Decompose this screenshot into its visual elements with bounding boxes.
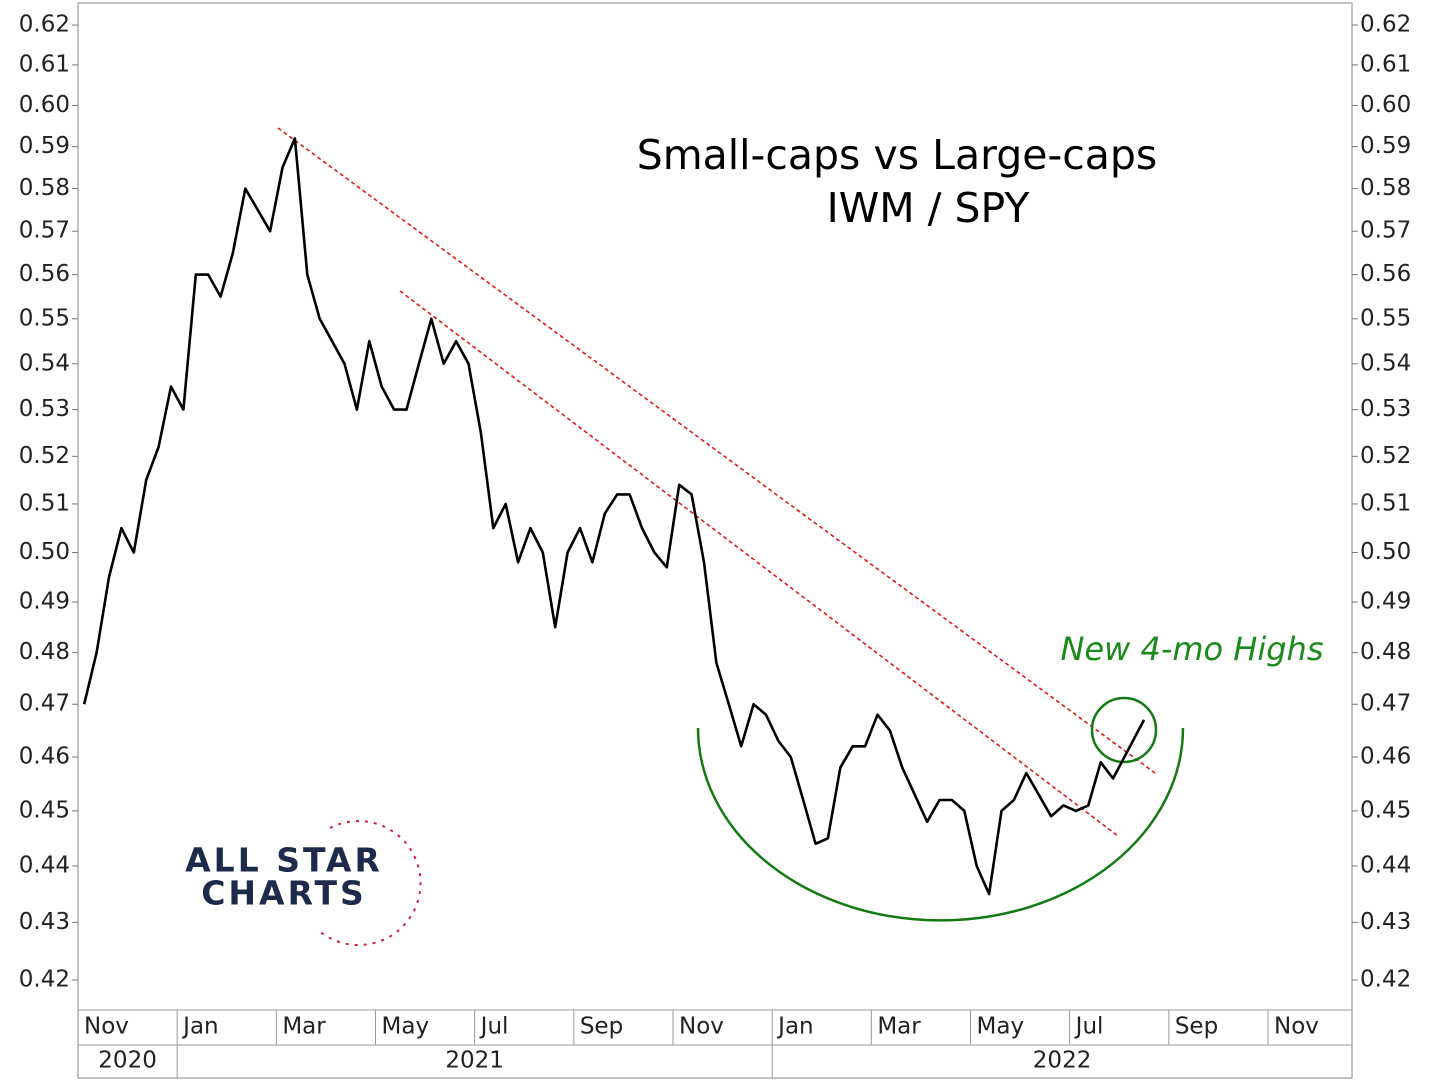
y-tick-label: 0.55 (19, 305, 70, 331)
y-tick-label: 0.53 (19, 396, 70, 422)
y-tick-label: 0.46 (19, 743, 70, 769)
y-tick-label: 0.58 (19, 175, 70, 201)
y-tick-label: 0.55 (1360, 305, 1411, 331)
y-tick-label: 0.42 (1360, 967, 1411, 993)
y-tick-label: 0.43 (19, 909, 70, 935)
y-tick-label: 0.54 (1360, 350, 1411, 376)
x-tick-label: Nov (679, 1014, 724, 1040)
y-tick-label: 0.52 (1360, 443, 1411, 469)
logo-stars (317, 820, 422, 947)
y-tick-label: 0.48 (1360, 639, 1411, 665)
x-tick-label: Sep (1175, 1014, 1218, 1040)
y-tick-label: 0.45 (19, 797, 70, 823)
y-tick-label: 0.57 (1360, 218, 1411, 244)
y-tick-label: 0.49 (1360, 589, 1411, 615)
x-tick-label: Sep (580, 1014, 623, 1040)
y-tick-label: 0.43 (1360, 909, 1411, 935)
y-tick-label: 0.60 (1360, 92, 1411, 118)
y-tick-label: 0.47 (19, 691, 70, 717)
y-tick-label: 0.52 (19, 443, 70, 469)
y-tick-label: 0.54 (19, 350, 70, 376)
annotation: New 4-mo Highs (1060, 630, 1323, 668)
y-tick-label: 0.48 (19, 639, 70, 665)
line-series (82, 137, 1146, 896)
trendline (399, 290, 1119, 837)
y-tick-label: 0.47 (1360, 691, 1411, 717)
y-tick-label: 0.51 (1360, 490, 1411, 516)
chart-title: Small-caps vs Large-caps (637, 131, 1158, 179)
y-tick-label: 0.57 (19, 218, 70, 244)
x-tick-label: Jan (776, 1014, 813, 1040)
chart-subtitle: IWM / SPY (827, 184, 1031, 232)
y-tick-label: 0.51 (19, 490, 70, 516)
y-tick-label: 0.45 (1360, 797, 1411, 823)
x-tick-label: May (382, 1014, 430, 1040)
y-tick-label: 0.56 (19, 261, 70, 287)
x-tick-label: Jul (1074, 1014, 1104, 1040)
y-tick-label: 0.62 (1360, 12, 1411, 38)
logo-text: CHARTS (201, 874, 367, 913)
y-tick-label: 0.49 (19, 589, 70, 615)
y-tick-label: 0.61 (19, 51, 70, 77)
logo-text: ALL STAR (185, 841, 383, 880)
x-tick-label: Jul (479, 1014, 509, 1040)
y-tick-label: 0.62 (19, 12, 70, 38)
y-tick-label: 0.44 (19, 852, 70, 878)
y-tick-label: 0.59 (19, 133, 70, 159)
logo: ALL STAR CHARTS (185, 820, 422, 947)
y-tick-label: 0.46 (1360, 743, 1411, 769)
base-arc (696, 727, 1185, 922)
x-tick-label: Jan (181, 1014, 218, 1040)
highlight-circle (1090, 696, 1158, 764)
x-tick-label: May (977, 1014, 1025, 1040)
y-tick-label: 0.50 (19, 539, 70, 565)
x-tick-label: Mar (282, 1014, 326, 1040)
y-tick-label: 0.42 (19, 967, 70, 993)
y-tick-label: 0.58 (1360, 175, 1411, 201)
year-label: 2022 (1033, 1048, 1092, 1074)
x-tick-label: Nov (84, 1014, 129, 1040)
x-tick-label: Nov (1274, 1014, 1319, 1040)
year-label: 2020 (98, 1048, 157, 1074)
y-tick-label: 0.60 (19, 92, 70, 118)
y-tick-label: 0.53 (1360, 396, 1411, 422)
y-tick-label: 0.59 (1360, 133, 1411, 159)
y-tick-label: 0.61 (1360, 51, 1411, 77)
y-tick-label: 0.44 (1360, 852, 1411, 878)
x-tick-label: Mar (877, 1014, 921, 1040)
frame (77, 2, 1353, 1079)
y-tick-label: 0.56 (1360, 261, 1411, 287)
year-label: 2021 (445, 1048, 504, 1074)
y-tick-label: 0.50 (1360, 539, 1411, 565)
